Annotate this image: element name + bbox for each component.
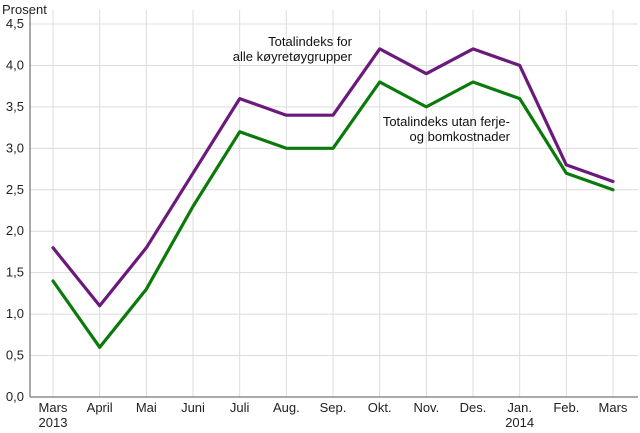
axes xyxy=(29,10,638,398)
series-line-2 xyxy=(51,80,615,349)
x-tick-label: Juni xyxy=(181,400,205,415)
x-tick-label: Nov. xyxy=(413,400,439,415)
y-axis-title: Prosent xyxy=(2,2,47,17)
y-tick-label: 0,5 xyxy=(6,348,24,363)
x-tick-label: Mai xyxy=(136,400,157,415)
x-tick-label: Des. xyxy=(460,400,487,415)
x-tick-label: Mars xyxy=(599,400,628,415)
y-tick-label: 3,0 xyxy=(6,140,24,155)
x-tick-label: Okt. xyxy=(368,400,392,415)
series-label-2: og bomkostnader xyxy=(410,129,511,144)
y-tick-labels: 0,0 0,5 1,0 1,5 2,0 2,5 3,0 3,5 4,0 4,5 xyxy=(6,16,24,404)
x-tick-year-label: 2013 xyxy=(39,415,68,430)
y-tick-label: 1,5 xyxy=(6,265,24,280)
x-tick-label: Sep. xyxy=(320,400,347,415)
x-tick-label: Mars xyxy=(39,400,68,415)
series-label-1: alle køyretøygrupper xyxy=(233,49,353,64)
x-tick-label: Feb. xyxy=(553,400,579,415)
x-tick-label: Aug. xyxy=(273,400,300,415)
series-line-1 xyxy=(51,47,615,308)
y-tick-label: 4,0 xyxy=(6,57,24,72)
x-tick-label: Jan. xyxy=(507,400,532,415)
y-tick-label: 4,5 xyxy=(6,16,24,31)
x-tick-label: Juli xyxy=(230,400,250,415)
y-tick-label: 0,0 xyxy=(6,389,24,404)
y-tick-label: 2,0 xyxy=(6,223,24,238)
y-tick-label: 3,5 xyxy=(6,99,24,114)
x-tick-year-label: 2014 xyxy=(505,415,534,430)
grid-lines xyxy=(30,10,638,397)
y-tick-label: 1,0 xyxy=(6,306,24,321)
y-tick-label: 2,5 xyxy=(6,182,24,197)
series-lines xyxy=(51,47,615,349)
series-label-2: Totalindeks utan ferje- xyxy=(383,114,510,129)
series-label-1: Totalindeks for xyxy=(268,34,352,49)
x-tick-label: April xyxy=(87,400,113,415)
